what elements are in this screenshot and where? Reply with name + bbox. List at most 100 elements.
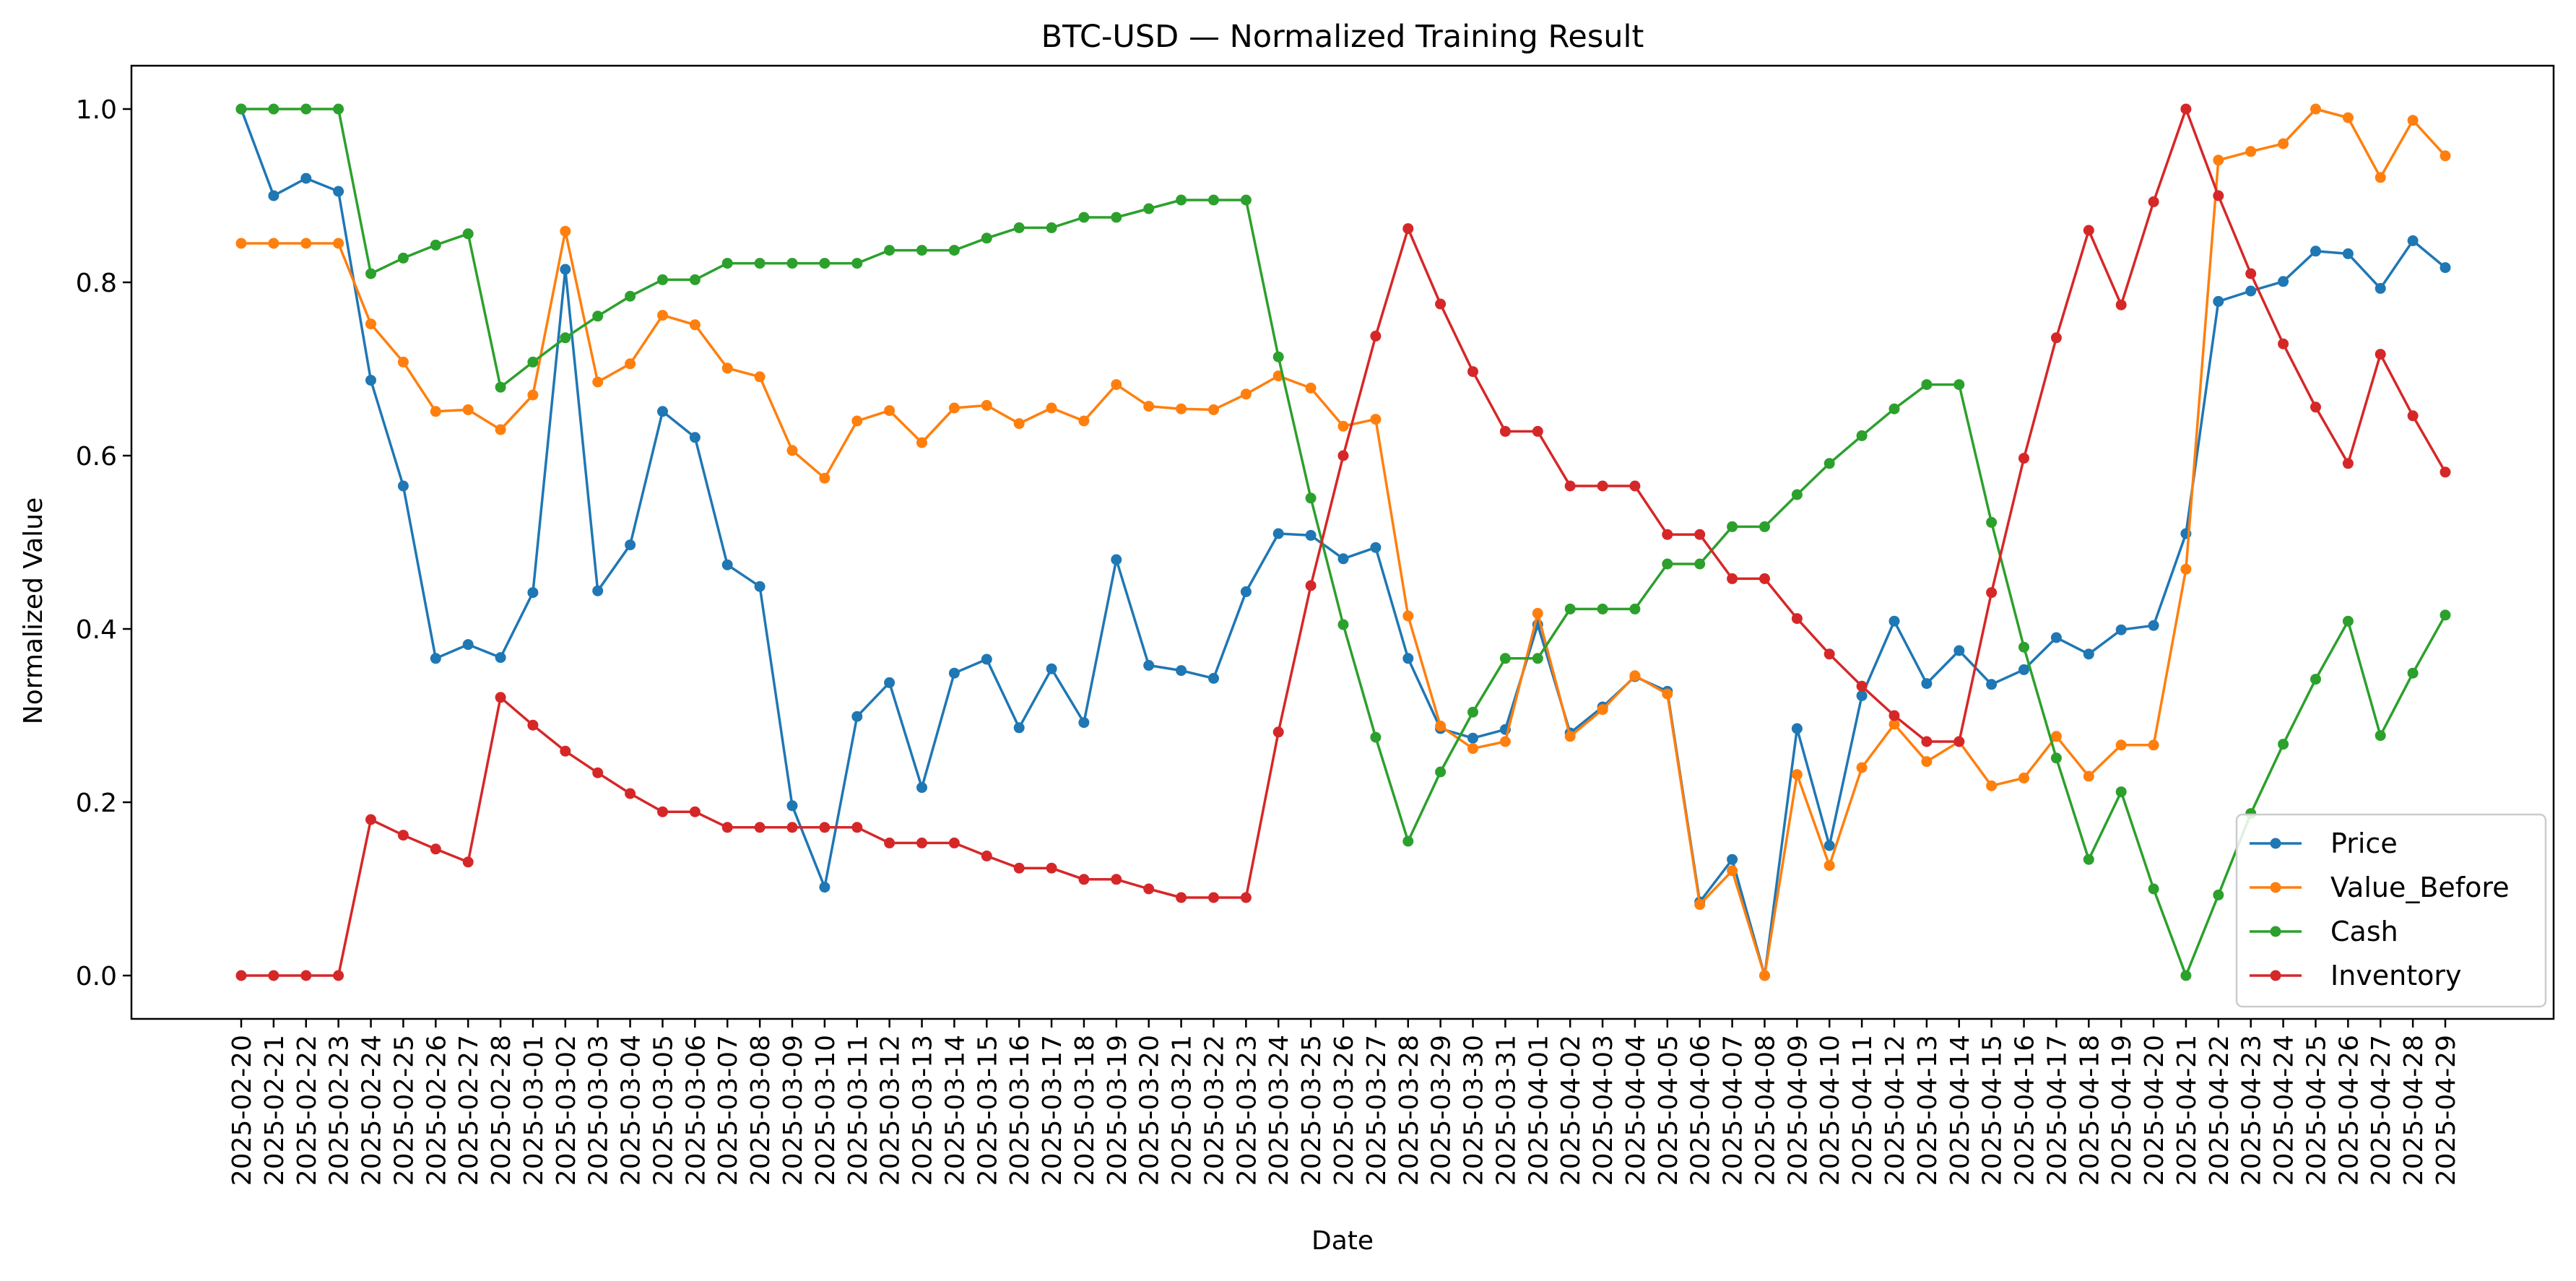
- data-point: [1597, 603, 1608, 615]
- data-point: [1143, 659, 1155, 671]
- data-point: [1629, 670, 1641, 682]
- x-tick-label: 2025-03-07: [714, 1035, 743, 1186]
- x-tick-label: 2025-03-30: [1460, 1035, 1489, 1186]
- data-point: [1143, 401, 1155, 412]
- legend-box: [2235, 813, 2547, 1008]
- data-point: [1532, 653, 1543, 664]
- data-point: [2115, 786, 2127, 798]
- data-point: [1467, 706, 1478, 718]
- data-point: [462, 639, 474, 651]
- data-point: [1435, 720, 1447, 731]
- data-point: [1759, 970, 1770, 981]
- legend-marker: [2270, 970, 2281, 981]
- data-point: [365, 814, 376, 825]
- x-tick-label: 2025-02-24: [357, 1035, 387, 1186]
- data-point: [1370, 542, 1382, 553]
- data-point: [2018, 453, 2029, 464]
- series-price: [235, 103, 2451, 981]
- x-tick-label: 2025-04-27: [2367, 1035, 2396, 1186]
- data-point: [1111, 554, 1122, 565]
- data-point: [1532, 425, 1543, 437]
- data-point: [851, 711, 863, 722]
- data-point: [1370, 330, 1382, 342]
- data-point: [2213, 295, 2224, 307]
- data-point: [1662, 688, 1673, 700]
- data-point: [1823, 458, 1835, 469]
- data-point: [721, 559, 733, 570]
- data-point: [1856, 690, 1868, 701]
- x-tick-label: 2025-03-20: [1135, 1035, 1165, 1186]
- x-tick-label: 2025-02-27: [454, 1035, 484, 1186]
- data-point: [365, 375, 376, 386]
- data-point: [2148, 883, 2159, 895]
- data-point: [1791, 769, 1803, 781]
- legend-label: Value_Before: [2330, 872, 2510, 903]
- x-tick-label: 2025-04-12: [1881, 1035, 1910, 1186]
- data-point: [657, 406, 668, 417]
- data-point: [1953, 379, 1965, 391]
- data-point: [1208, 194, 1219, 206]
- data-point: [1856, 680, 1868, 692]
- x-axis-ticks: 2025-02-20 2025-02-21 2025-02-22 2025-02-23…: [227, 1019, 2461, 1186]
- x-tick-label: 2025-02-25: [389, 1035, 419, 1186]
- data-point: [1078, 717, 1090, 729]
- plot-frame: [130, 64, 2555, 1020]
- data-point: [884, 405, 895, 417]
- data-point: [592, 767, 604, 778]
- data-point: [560, 745, 571, 757]
- data-point: [1046, 663, 1057, 674]
- data-point: [1402, 610, 1414, 622]
- data-point: [657, 310, 668, 321]
- data-point: [2278, 276, 2289, 287]
- legend-marker: [2270, 838, 2281, 849]
- x-tick-label: 2025-04-29: [2432, 1035, 2461, 1186]
- data-point: [268, 103, 279, 115]
- data-point: [1305, 529, 1317, 541]
- data-point: [1272, 528, 1284, 539]
- data-point: [786, 800, 798, 812]
- series-cash: [235, 103, 2451, 981]
- data-point: [2245, 146, 2257, 157]
- data-point: [1662, 558, 1673, 570]
- data-point: [1402, 223, 1414, 235]
- data-point: [1629, 480, 1641, 492]
- data-point: [2245, 268, 2257, 279]
- x-tick-label: 2025-04-08: [1751, 1035, 1780, 1186]
- series-value-before: [235, 103, 2451, 981]
- x-tick-label: 2025-03-03: [584, 1035, 614, 1186]
- chart-title: BTC-USD — Normalized Training Result: [1041, 19, 1644, 55]
- data-point: [1727, 865, 1738, 877]
- data-point: [560, 264, 571, 275]
- x-axis-label: Date: [1311, 1226, 1374, 1256]
- x-tick-label: 2025-03-10: [811, 1035, 841, 1186]
- data-point: [1856, 430, 1868, 441]
- data-point: [2278, 338, 2289, 349]
- data-point: [1013, 862, 1025, 874]
- x-tick-label: 2025-04-03: [1589, 1035, 1618, 1186]
- data-point: [916, 245, 927, 256]
- y-tick-label: 0.2: [76, 789, 117, 818]
- data-point: [1176, 194, 1187, 206]
- data-point: [1791, 723, 1803, 734]
- data-point: [948, 667, 960, 679]
- data-point: [2050, 332, 2062, 344]
- legend-item: Value_Before: [2250, 872, 2510, 903]
- data-point: [1435, 766, 1447, 778]
- data-point: [365, 268, 376, 279]
- x-tick-label: 2025-03-27: [1362, 1035, 1392, 1186]
- x-tick-label: 2025-03-19: [1103, 1035, 1132, 1186]
- x-tick-label: 2025-03-17: [1038, 1035, 1067, 1186]
- data-point: [625, 788, 636, 799]
- x-tick-label: 2025-04-19: [2107, 1035, 2137, 1186]
- data-point: [786, 258, 798, 269]
- data-point: [1986, 780, 1998, 791]
- y-axis-ticks: 0.0 0.2 0.4 0.6 0.8 1.0: [76, 95, 131, 991]
- data-point: [333, 103, 344, 115]
- data-point: [2310, 246, 2321, 257]
- x-tick-label: 2025-04-16: [2011, 1035, 2040, 1186]
- y-tick-label: 0.8: [76, 269, 117, 298]
- data-point: [1499, 736, 1511, 747]
- data-point: [560, 225, 571, 237]
- x-tick-label: 2025-03-05: [649, 1035, 678, 1186]
- data-point: [1759, 573, 1770, 584]
